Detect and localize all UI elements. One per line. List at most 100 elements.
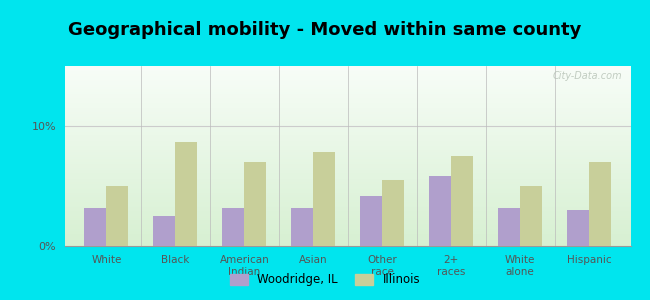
Bar — [65, 147, 630, 149]
Bar — [65, 210, 630, 212]
Bar — [65, 145, 630, 147]
Text: City-Data.com: City-Data.com — [552, 71, 622, 81]
Bar — [65, 133, 630, 134]
Bar — [65, 134, 630, 136]
Bar — [65, 219, 630, 221]
Bar — [65, 226, 630, 228]
Bar — [65, 167, 630, 169]
Bar — [291, 208, 313, 246]
Bar — [65, 169, 630, 170]
Bar — [65, 122, 630, 124]
Bar — [65, 212, 630, 214]
Bar — [65, 174, 630, 176]
Bar — [65, 82, 630, 84]
Bar — [65, 124, 630, 125]
Bar — [65, 118, 630, 120]
Bar — [65, 120, 630, 122]
Bar — [65, 109, 630, 111]
Bar — [65, 205, 630, 206]
Bar — [65, 156, 630, 158]
Bar — [65, 228, 630, 230]
Bar — [65, 75, 630, 77]
Bar — [360, 196, 382, 246]
Bar — [65, 129, 630, 131]
Bar — [65, 95, 630, 97]
Bar — [65, 181, 630, 183]
Bar — [65, 214, 630, 215]
Bar — [65, 178, 630, 179]
Bar — [65, 242, 630, 244]
Bar — [107, 186, 129, 246]
Bar — [65, 79, 630, 80]
Bar — [65, 89, 630, 91]
Bar — [65, 187, 630, 188]
Bar — [65, 143, 630, 145]
Bar — [65, 102, 630, 104]
Bar — [65, 185, 630, 187]
Bar — [65, 233, 630, 235]
Legend: Woodridge, IL, Illinois: Woodridge, IL, Illinois — [225, 269, 425, 291]
Bar — [65, 73, 630, 75]
Bar — [65, 201, 630, 203]
Bar — [65, 239, 630, 241]
Bar — [65, 142, 630, 143]
Bar — [65, 237, 630, 239]
Bar — [567, 210, 589, 246]
Bar — [65, 217, 630, 219]
Bar — [65, 104, 630, 106]
Bar — [65, 116, 630, 118]
Bar — [65, 230, 630, 232]
Bar — [382, 180, 404, 246]
Bar — [65, 165, 630, 167]
Text: Geographical mobility - Moved within same county: Geographical mobility - Moved within sam… — [68, 21, 582, 39]
Bar — [65, 86, 630, 88]
Bar — [65, 111, 630, 113]
Bar — [65, 91, 630, 93]
Bar — [65, 154, 630, 156]
Bar — [65, 127, 630, 129]
Bar — [65, 194, 630, 196]
Bar — [65, 224, 630, 226]
Bar — [65, 183, 630, 185]
Bar — [498, 208, 520, 246]
Bar — [65, 244, 630, 246]
Bar — [65, 100, 630, 102]
Bar — [176, 142, 198, 246]
Bar — [65, 170, 630, 172]
Bar — [429, 176, 451, 246]
Bar — [65, 97, 630, 98]
Bar — [65, 215, 630, 217]
Bar — [65, 206, 630, 208]
Bar — [65, 163, 630, 165]
Bar — [65, 71, 630, 73]
Bar — [65, 232, 630, 233]
Bar — [65, 176, 630, 178]
Bar — [65, 160, 630, 161]
Bar — [65, 152, 630, 154]
Bar — [65, 221, 630, 223]
Bar — [65, 223, 630, 224]
Bar — [65, 172, 630, 174]
Bar — [65, 98, 630, 100]
Bar — [451, 156, 473, 246]
Bar — [65, 131, 630, 133]
Bar — [65, 68, 630, 70]
Bar — [65, 70, 630, 71]
Bar — [65, 138, 630, 140]
Bar — [153, 216, 176, 246]
Bar — [65, 203, 630, 205]
Bar — [65, 136, 630, 138]
Bar — [589, 162, 611, 246]
Bar — [65, 115, 630, 116]
Bar — [65, 196, 630, 197]
Bar — [65, 161, 630, 163]
Bar — [65, 199, 630, 201]
Bar — [65, 158, 630, 160]
Bar — [65, 125, 630, 127]
Bar — [65, 188, 630, 190]
Bar — [65, 84, 630, 86]
Bar — [65, 140, 630, 142]
Bar — [65, 179, 630, 181]
Bar — [520, 186, 542, 246]
Bar — [65, 208, 630, 210]
